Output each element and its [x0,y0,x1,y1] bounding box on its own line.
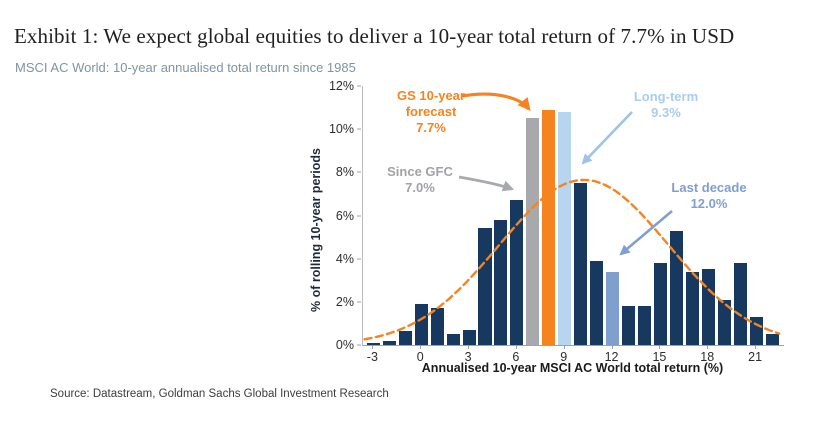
y-tick-label: 0% [335,338,354,352]
histogram-bar [637,306,651,345]
y-tick-label: 2% [335,294,354,309]
x-tick-label: 15 [652,350,667,364]
histogram-bar [462,329,476,345]
histogram-bar [685,271,699,345]
histogram-bar [510,200,524,345]
source-note: Source: Datastream, Goldman Sachs Global… [50,388,389,400]
y-tick-mark [357,344,361,346]
histogram-bar [717,299,731,345]
histogram-bar [558,111,572,345]
x-tick-label: 21 [748,350,763,364]
histogram-bar [653,262,667,345]
histogram-bar [414,304,428,345]
y-tick-label: 8% [335,165,354,180]
histogram-bar [382,340,396,345]
x-tick-mark [563,345,565,349]
annotation-gs-forecast: GS 10-year forecast 7.7% [383,88,479,136]
annotation-since-gfc: Since GFC 7.0% [378,164,462,196]
x-tick-label: 0 [416,350,424,364]
annotation-gs-forecast-label: GS 10-year forecast [397,88,465,119]
histogram-bar [733,262,747,345]
x-tick-mark [707,345,709,349]
x-tick-mark [755,345,757,349]
histogram-bar [701,269,715,345]
histogram-bar [398,330,412,345]
y-tick-mark [357,85,361,87]
x-axis-title: Annualised 10-year MSCI AC World total r… [421,361,724,375]
histogram-bar [542,109,556,345]
y-tick-label: 6% [335,208,354,223]
x-tick-label: 18 [700,350,715,364]
y-tick-mark [357,258,361,260]
x-tick-label: 9 [560,350,568,364]
y-tick-label: 10% [328,122,354,137]
y-tick-label: 12% [328,79,354,93]
plot-area [362,86,784,346]
annotation-last-decade: Last decade 12.0% [657,180,761,212]
histogram-bar [606,271,620,345]
x-tick-mark [611,345,613,349]
x-tick-mark [372,345,374,349]
annotation-last-decade-label: Last decade [671,180,747,195]
y-tick-mark [357,215,361,216]
y-tick-mark [357,171,361,173]
x-tick-mark [659,345,661,349]
histogram-bar [446,334,460,345]
annotation-since-gfc-value: 7.0% [405,180,435,195]
y-tick-mark [357,301,361,303]
annotation-gs-forecast-value: 7.7% [416,120,446,135]
histogram-bars-layer [363,86,784,345]
annotation-long-term: Long-term 9.3% [618,89,714,121]
histogram-bar [765,334,779,345]
histogram-bar [526,118,540,345]
x-tick-label: 3 [464,350,472,364]
normal-distribution-curve-layer [363,86,784,345]
annotation-last-decade-value: 12.0% [690,196,728,211]
annotation-long-term-label: Long-term [633,89,699,104]
histogram-bar [574,183,588,345]
x-tick-label: 12 [604,350,619,364]
x-axis-tick-labels: -3 0 3 6 9 12 15 18 21 [362,345,783,364]
y-axis-tick-labels: 0% 2% 4% 6% 8% 10% 12% [326,79,361,352]
x-tick-mark [420,345,422,349]
chart-subtitle: MSCI AC World: 10-year annualised total … [15,60,356,75]
x-tick-label: 6 [512,350,520,364]
y-axis-title: % of rolling 10-year periods [309,148,323,312]
x-tick-label: -3 [366,350,378,364]
x-tick-mark [468,345,470,349]
histogram-bar [749,316,763,345]
histogram-bar [621,306,636,345]
normal-curve [363,178,781,341]
histogram-bar [494,219,508,345]
annotation-long-term-value: 9.3% [651,105,681,120]
annotation-since-gfc-label: Since GFC [387,164,453,179]
histogram-bar [430,308,444,345]
y-tick-mark [357,128,361,130]
normal-curve-path [363,178,781,341]
x-tick-mark [515,345,517,349]
histogram-bar [366,342,380,345]
histogram-bar [590,260,604,345]
exhibit-title: Exhibit 1: We expect global equities to … [14,24,735,48]
y-tick-label: 4% [335,251,354,266]
